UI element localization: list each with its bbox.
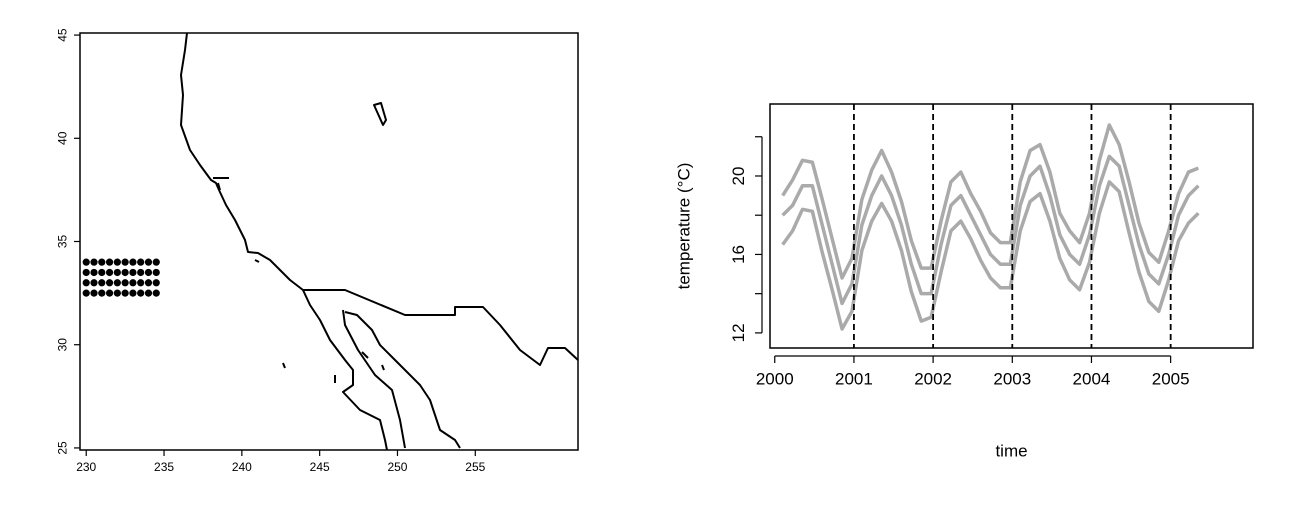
x-tick-label: 255 xyxy=(465,460,485,474)
point xyxy=(82,289,90,297)
point xyxy=(137,289,145,297)
series-line xyxy=(781,154,1200,306)
x-tick-label: 245 xyxy=(310,460,330,474)
point xyxy=(90,289,98,297)
point xyxy=(129,268,137,277)
point xyxy=(129,279,137,287)
x-tick-label: 2000 xyxy=(756,369,794,388)
point xyxy=(90,279,98,287)
point xyxy=(82,279,90,287)
border xyxy=(303,289,579,366)
coastline xyxy=(344,311,461,449)
point xyxy=(121,279,129,287)
point xyxy=(105,268,114,277)
point xyxy=(121,258,129,266)
point xyxy=(90,258,98,266)
point xyxy=(152,289,160,297)
point xyxy=(121,289,129,297)
x-tick-label: 235 xyxy=(154,460,174,474)
series-line xyxy=(781,180,1200,331)
point xyxy=(129,258,137,266)
x-tick-label: 2004 xyxy=(1073,369,1111,388)
point xyxy=(152,279,160,287)
coastline xyxy=(217,182,221,191)
point xyxy=(144,289,153,297)
point xyxy=(152,268,160,277)
point xyxy=(144,279,153,287)
x-tick-label: 230 xyxy=(76,460,96,474)
y-tick-label: 20 xyxy=(729,167,748,186)
point xyxy=(82,268,90,277)
x-tick-label: 2002 xyxy=(914,369,952,388)
y-tick-label: 12 xyxy=(729,323,748,342)
coastline xyxy=(342,309,406,449)
y-tick-label: 25 xyxy=(55,441,69,455)
island xyxy=(361,351,369,359)
point xyxy=(113,289,121,297)
point xyxy=(113,258,121,266)
x-tick-label: 250 xyxy=(387,460,407,474)
y-tick-label: 45 xyxy=(55,28,69,42)
y-tick-label: 35 xyxy=(55,235,69,249)
coastline xyxy=(180,32,388,451)
y-tick-label: 40 xyxy=(55,131,69,145)
island xyxy=(381,364,385,371)
point xyxy=(137,268,145,277)
x-axis-label: time xyxy=(995,441,1027,460)
island xyxy=(282,362,286,369)
point xyxy=(82,258,90,266)
point xyxy=(137,279,145,287)
y-tick-label: 16 xyxy=(729,245,748,264)
point xyxy=(90,268,98,277)
x-tick-label: 240 xyxy=(232,460,252,474)
point xyxy=(98,289,106,297)
point xyxy=(121,268,129,277)
plot-frame xyxy=(79,32,579,451)
point xyxy=(98,268,106,277)
point xyxy=(98,258,106,266)
x-tick-label: 2005 xyxy=(1152,369,1190,388)
map-outline xyxy=(180,32,579,451)
point xyxy=(105,279,114,287)
point xyxy=(137,258,145,266)
point xyxy=(152,258,160,266)
point xyxy=(105,289,114,297)
point xyxy=(129,289,137,297)
x-tick-label: 2003 xyxy=(993,369,1031,388)
point xyxy=(98,279,106,287)
lake xyxy=(373,102,387,126)
island xyxy=(254,259,260,263)
x-tick-label: 2001 xyxy=(835,369,873,388)
point xyxy=(144,258,153,266)
point xyxy=(113,279,121,287)
y-tick-label: 30 xyxy=(55,338,69,352)
y-axis-label: temperature (°C) xyxy=(674,163,693,290)
point xyxy=(144,268,153,277)
series-line xyxy=(781,123,1200,280)
point xyxy=(113,268,121,277)
point xyxy=(105,258,114,266)
